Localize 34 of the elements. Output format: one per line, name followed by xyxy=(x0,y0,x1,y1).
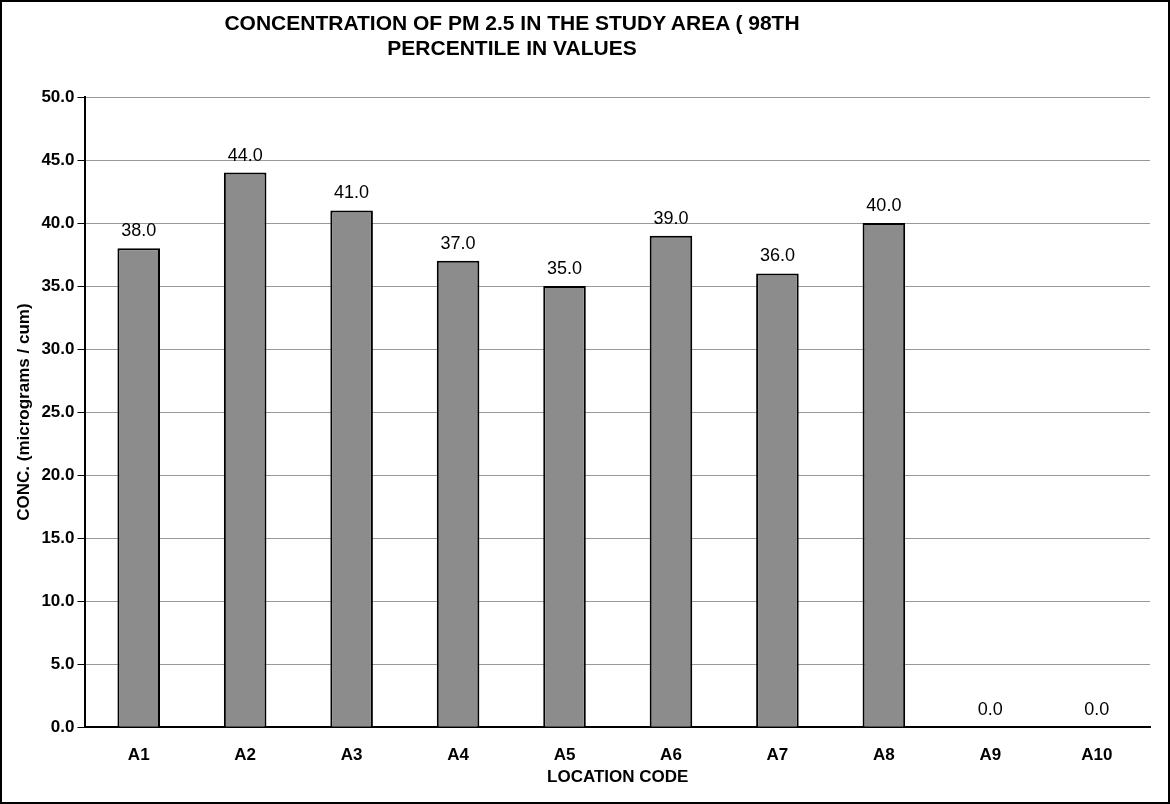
data-label: 0.0 xyxy=(977,699,1003,720)
x-tick-label: A9 xyxy=(979,745,1002,765)
chart-title: CONCENTRATION OF PM 2.5 IN THE STUDY AREA ( 98TH PERCENTILE IN VALUES xyxy=(223,10,801,60)
x-tick-label: A1 xyxy=(127,745,150,765)
y-tick-label: 40.0 xyxy=(41,212,75,232)
y-tick-label: 35.0 xyxy=(41,275,75,295)
y-tick-label: 20.0 xyxy=(41,464,75,484)
y-tick-label: 0.0 xyxy=(50,716,75,736)
data-label: 36.0 xyxy=(759,245,795,266)
y-tick-label: 10.0 xyxy=(41,590,75,610)
y-tick-label: 45.0 xyxy=(41,149,75,169)
y-tick-label: 25.0 xyxy=(41,401,75,421)
y-tick-label: 50.0 xyxy=(41,86,75,106)
x-tick-label: A3 xyxy=(340,745,363,765)
y-tick-label: 5.0 xyxy=(50,653,75,673)
x-tick-label: A4 xyxy=(447,745,470,765)
x-tick-label: A2 xyxy=(234,745,257,765)
data-label: 0.0 xyxy=(1084,699,1110,720)
data-label: 39.0 xyxy=(653,207,689,228)
x-tick-label: A8 xyxy=(873,745,895,765)
x-tick-label: A5 xyxy=(553,745,576,765)
y-tick-label: 15.0 xyxy=(41,527,75,547)
y-tick-label: 30.0 xyxy=(41,338,75,358)
data-label: 40.0 xyxy=(866,195,902,216)
x-tick-label: A10 xyxy=(1081,745,1113,765)
y-axis-title: CONC. (micrograms / cum) xyxy=(13,303,33,521)
x-tick-label: A6 xyxy=(660,745,682,765)
x-tick-label: A7 xyxy=(766,745,789,765)
data-label: 41.0 xyxy=(334,182,370,203)
data-label: 38.0 xyxy=(121,220,157,241)
data-label: 35.0 xyxy=(546,258,583,279)
x-axis-title: LOCATION CODE xyxy=(547,767,689,787)
data-label: 44.0 xyxy=(227,144,263,165)
data-label: 37.0 xyxy=(440,232,476,253)
